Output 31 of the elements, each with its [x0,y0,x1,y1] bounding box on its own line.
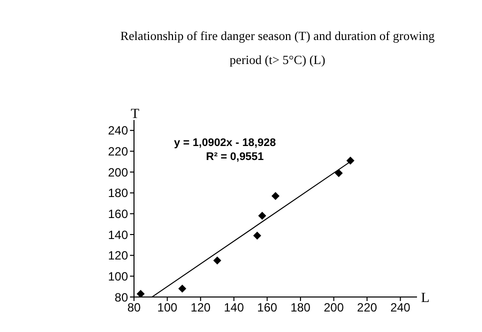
point [346,156,354,165]
x-tick-label: 160 [257,300,278,315]
y-tick-label: 220 [108,144,128,158]
x-tick-label: 200 [324,300,344,315]
y-tick-label: 100 [108,269,128,284]
x-tick-label: 220 [357,300,378,315]
y-tick-label: 160 [108,206,128,221]
x-tick-label: 120 [190,300,211,315]
point [213,256,222,265]
x-tick-label: 80 [127,300,141,315]
y-tick-label: 180 [108,186,128,200]
x-tick-label: 100 [157,300,178,315]
y-tick-label: 140 [108,228,128,242]
x-axis-title: L [421,290,430,306]
x-tick-label: 140 [224,300,244,315]
y-tick-label: 120 [108,248,128,263]
x-tick-label: 240 [390,300,411,315]
point [178,284,186,293]
annotation: R² = 0,9551 [206,151,264,163]
point [272,192,280,200]
annotation: y = 1,0902x - 18,928 [174,137,276,149]
chart-title: Relationship of fire danger season (T) and duration of growing period (t> 5°C) (L) [119,28,436,69]
y-tick-label: 200 [108,165,128,180]
x-tick-label: 180 [290,300,311,315]
y-tick-label: 240 [108,124,128,138]
point [253,232,262,240]
y-tick-label: 80 [114,290,128,304]
point [258,212,266,220]
y-axis-title: T [130,107,140,122]
point [334,169,343,178]
point [136,290,145,297]
